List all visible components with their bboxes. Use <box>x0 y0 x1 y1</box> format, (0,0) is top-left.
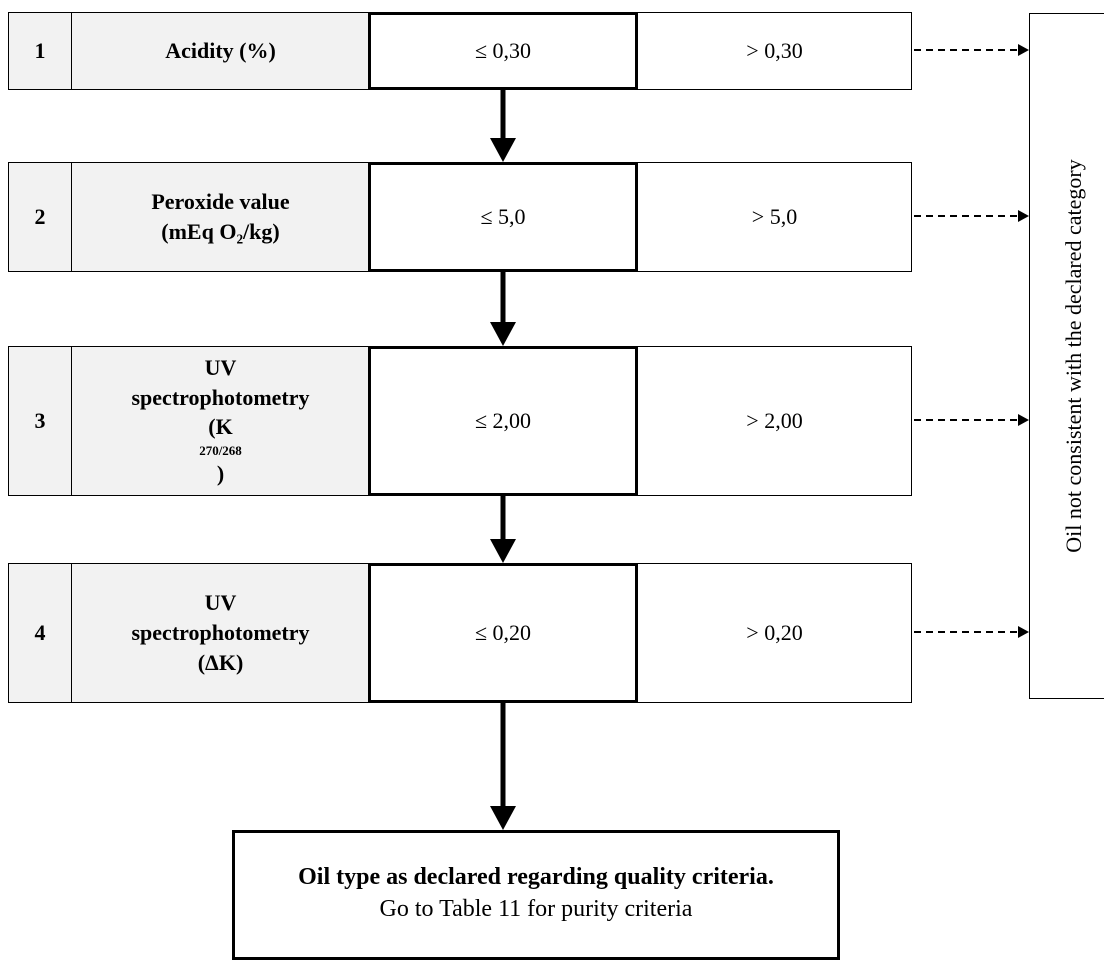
fail-arrow-1 <box>914 44 1029 56</box>
parameter-line: (K 270/268) <box>132 412 310 489</box>
fail-criterion-box: > 2,00 <box>637 346 912 496</box>
parameter-line: spectrophotometry <box>131 384 310 410</box>
parameter-line: Peroxide value <box>151 189 290 215</box>
step-row-3: 3 UV spectrophotometry (K 270/268) ≤ 2,0… <box>8 346 912 496</box>
reject-box: Oil not consistent with the declared cat… <box>1029 13 1104 699</box>
fail-arrow-3 <box>914 414 1029 426</box>
parameter-subscript: 270/268 <box>199 442 242 458</box>
pass-criterion-box: ≤ 0,20 <box>368 563 638 703</box>
fail-arrow-2 <box>914 210 1029 222</box>
pass-arrow-2-to-3 <box>490 272 516 346</box>
parameter-line: Acidity (%) <box>165 38 276 64</box>
step-row-2: 2 Peroxide value (mEq O₂/kg) ≤ 5,0 > 5,0 <box>8 162 912 272</box>
pass-arrow-3-to-4 <box>490 496 516 563</box>
step-parameter: Peroxide value (mEq O₂/kg) <box>71 162 370 272</box>
step-row-1: 1 Acidity (%) ≤ 0,30 > 0,30 <box>8 12 912 90</box>
pass-arrow-4-to-final <box>490 703 516 830</box>
pass-criterion-box: ≤ 2,00 <box>368 346 638 496</box>
step-row-4: 4 UV spectrophotometry (ΔK) ≤ 0,20 > 0,2… <box>8 563 912 703</box>
flow-arrows <box>490 44 1029 830</box>
fail-criterion-box: > 0,30 <box>637 12 912 90</box>
step-parameter: UV spectrophotometry (ΔK) <box>71 563 370 703</box>
final-result-line-1: Oil type as declared regarding quality c… <box>298 864 774 890</box>
step-number: 1 <box>8 12 72 90</box>
parameter-line: (ΔK) <box>197 649 244 675</box>
parameter-line: spectrophotometry <box>131 620 310 646</box>
fail-arrow-4 <box>914 626 1029 638</box>
parameter-line: UV <box>204 354 237 380</box>
step-parameter: Acidity (%) <box>71 12 370 90</box>
fail-criterion-box: > 5,0 <box>637 162 912 272</box>
parameter-line: UV <box>204 590 237 616</box>
pass-criterion-box: ≤ 5,0 <box>368 162 638 272</box>
final-result-line-2: Go to Table 11 for purity criteria <box>379 896 693 923</box>
step-number: 4 <box>8 563 72 703</box>
pass-arrow-1-to-2 <box>490 90 516 162</box>
step-parameter: UV spectrophotometry (K 270/268) <box>71 346 370 496</box>
parameter-sub-prefix: (K <box>208 414 233 440</box>
parameter-sub-suffix: ) <box>216 461 225 487</box>
step-number: 3 <box>8 346 72 496</box>
pass-criterion-box: ≤ 0,30 <box>368 12 638 90</box>
parameter-line: (mEq O₂/kg) <box>161 219 280 244</box>
fail-criterion-box: > 0,20 <box>637 563 912 703</box>
